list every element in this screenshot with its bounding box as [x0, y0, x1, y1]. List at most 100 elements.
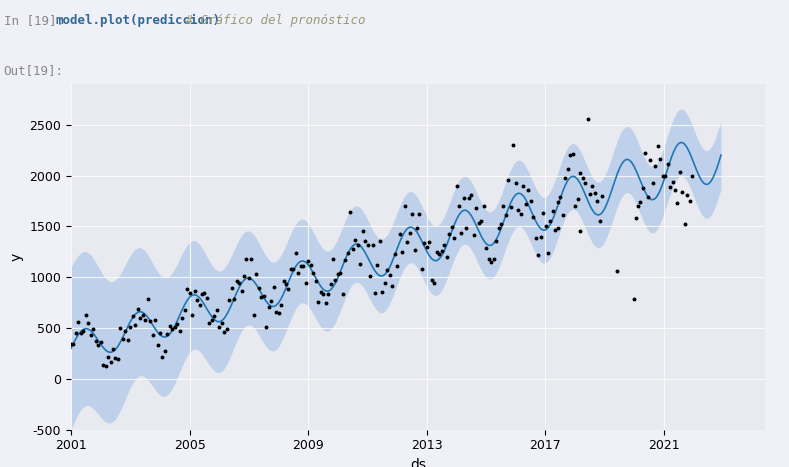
- Point: [569, 202, 581, 209]
- Point: [644, 156, 656, 163]
- Point: [275, 302, 287, 309]
- Point: [376, 288, 389, 296]
- Point: [532, 252, 544, 259]
- Point: [124, 323, 136, 331]
- Point: [99, 362, 112, 369]
- Point: [428, 280, 440, 287]
- Point: [579, 180, 592, 187]
- Point: [366, 241, 379, 248]
- Point: [492, 225, 505, 232]
- Y-axis label: y: y: [9, 253, 24, 261]
- Point: [396, 248, 409, 255]
- Point: [411, 225, 424, 232]
- Point: [169, 324, 181, 331]
- Point: [401, 238, 413, 246]
- Point: [107, 345, 119, 353]
- Point: [632, 202, 645, 209]
- Point: [448, 234, 461, 241]
- Point: [465, 191, 477, 198]
- Point: [69, 329, 82, 337]
- Point: [499, 211, 512, 219]
- Point: [218, 328, 230, 335]
- Point: [440, 253, 453, 261]
- Point: [267, 283, 280, 291]
- Point: [574, 228, 586, 235]
- Point: [639, 149, 652, 156]
- Point: [364, 273, 376, 280]
- Point: [208, 312, 221, 319]
- Point: [552, 225, 564, 232]
- Point: [584, 190, 596, 197]
- Point: [589, 190, 601, 197]
- Point: [664, 184, 676, 191]
- Point: [250, 270, 263, 278]
- Point: [556, 211, 569, 218]
- Point: [438, 241, 451, 248]
- X-axis label: ds: ds: [410, 458, 426, 467]
- Point: [473, 219, 485, 227]
- Point: [174, 327, 186, 335]
- Point: [126, 312, 139, 320]
- Point: [517, 183, 529, 190]
- Point: [245, 255, 258, 263]
- Point: [185, 311, 198, 318]
- Point: [505, 204, 518, 211]
- Point: [189, 287, 201, 295]
- Point: [361, 241, 374, 248]
- Point: [270, 309, 282, 316]
- Point: [178, 306, 191, 313]
- Point: [379, 280, 391, 287]
- Point: [433, 250, 446, 257]
- Point: [490, 238, 503, 245]
- Point: [134, 314, 147, 321]
- Point: [226, 284, 238, 292]
- Point: [233, 279, 245, 287]
- Point: [359, 237, 372, 245]
- Point: [477, 202, 490, 209]
- Point: [136, 311, 149, 319]
- Point: [220, 325, 233, 333]
- Point: [151, 341, 164, 348]
- Point: [666, 178, 679, 186]
- Point: [346, 245, 359, 253]
- Point: [65, 340, 77, 348]
- Point: [235, 288, 248, 295]
- Point: [628, 295, 641, 302]
- Point: [525, 197, 537, 205]
- Point: [391, 262, 403, 269]
- Point: [191, 296, 204, 304]
- Point: [386, 283, 398, 290]
- Point: [357, 227, 369, 234]
- Point: [649, 163, 662, 170]
- Point: [156, 353, 169, 361]
- Point: [327, 255, 339, 263]
- Point: [129, 322, 141, 329]
- Point: [72, 318, 84, 325]
- Point: [104, 358, 117, 365]
- Point: [637, 184, 649, 191]
- Point: [349, 236, 361, 243]
- Point: [418, 240, 431, 247]
- Point: [243, 275, 256, 282]
- Point: [95, 338, 107, 346]
- Point: [455, 229, 468, 237]
- Point: [542, 249, 555, 257]
- Point: [443, 231, 455, 238]
- Point: [294, 262, 307, 269]
- Point: [686, 172, 698, 180]
- Point: [529, 234, 542, 241]
- Point: [539, 222, 552, 229]
- Point: [80, 311, 92, 319]
- Point: [453, 203, 466, 210]
- Point: [112, 356, 125, 363]
- Point: [574, 169, 586, 177]
- Point: [368, 289, 381, 297]
- Point: [403, 229, 416, 236]
- Point: [567, 151, 579, 158]
- Point: [280, 280, 293, 287]
- Point: [668, 186, 681, 193]
- Point: [654, 156, 667, 163]
- Point: [413, 211, 426, 218]
- Point: [339, 256, 352, 263]
- Point: [206, 317, 219, 324]
